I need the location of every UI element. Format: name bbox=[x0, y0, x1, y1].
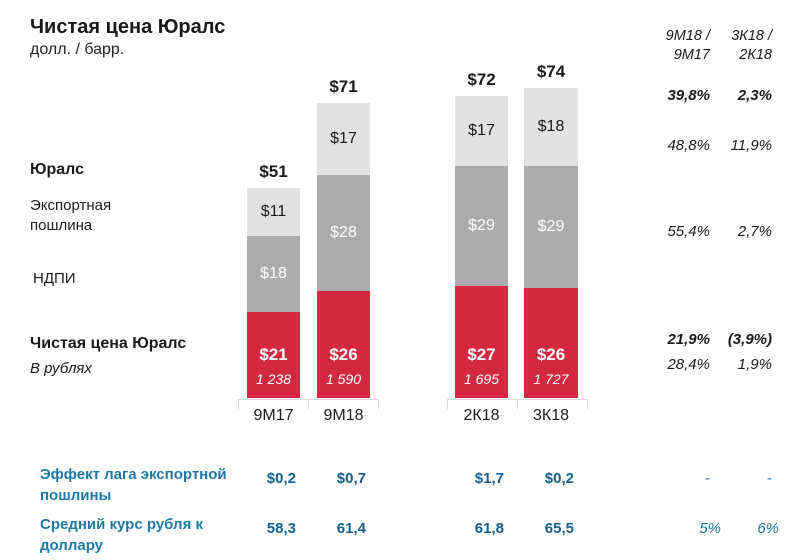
stacked-bar-2k18: $72 $17 $29 $27 1 695 bbox=[455, 70, 508, 398]
segment-value: $29 bbox=[468, 217, 495, 234]
bar-total-label: $71 bbox=[329, 77, 358, 96]
pct-urals-col1: 39,8% bbox=[667, 87, 710, 104]
fx-rate-3k18: 65,5 bbox=[544, 520, 574, 537]
duty-lag-9m17: $0,2 bbox=[266, 470, 296, 487]
segment-value: $28 bbox=[330, 224, 357, 241]
segment-net-price: $27 1 695 bbox=[455, 286, 508, 398]
category-axis-group1 bbox=[238, 399, 379, 409]
net-price-rub: 1 590 bbox=[325, 371, 362, 387]
pct-met-col2: 2,7% bbox=[737, 223, 772, 240]
legend-urals: Юралс bbox=[30, 161, 85, 178]
segment-value: $11 bbox=[260, 203, 287, 220]
segment-met: $18 bbox=[247, 236, 300, 312]
net-price-rub: 1 727 bbox=[533, 371, 569, 387]
segment-met: $28 bbox=[317, 175, 370, 291]
segment-met: $29 bbox=[455, 166, 508, 286]
duty-lag-cmp2: - bbox=[767, 470, 772, 487]
pct-duty-col2: 11,9% bbox=[730, 137, 772, 154]
comparison-col1-line1: 9М18 / bbox=[665, 28, 710, 44]
legend-export-duty: Экспортная пошлина bbox=[30, 197, 112, 234]
legend-net-price: Чистая цена Юралс bbox=[30, 335, 187, 352]
segment-export-duty: $11 bbox=[247, 188, 300, 236]
axis-tick bbox=[587, 400, 588, 409]
legend-net-price-rub: В рублях bbox=[30, 360, 92, 377]
stacked-bar-9m17: $51 $11 $18 $21 1 238 bbox=[247, 162, 300, 398]
bar-total-label: $51 bbox=[259, 162, 288, 181]
pct-duty-col1: 48,8% bbox=[667, 137, 710, 154]
pct-rub-col1: 28,4% bbox=[667, 356, 710, 373]
segment-met: $29 bbox=[524, 166, 578, 288]
duty-lag-9m18: $0,7 bbox=[336, 470, 366, 487]
segment-value: $18 bbox=[537, 118, 565, 135]
x-label-2k18: 2К18 bbox=[463, 407, 500, 424]
net-price-usd: $26 bbox=[329, 345, 358, 364]
duty-lag-2k18: $1,7 bbox=[474, 470, 504, 487]
comparison-col2-line2: 2К18 bbox=[739, 47, 772, 63]
pct-urals-col2: 2,3% bbox=[737, 87, 772, 104]
net-price-rub: 1 695 bbox=[463, 371, 500, 387]
net-price-usd: $27 bbox=[467, 345, 496, 364]
axis-tick bbox=[308, 400, 309, 409]
pct-met-col1: 55,4% bbox=[667, 223, 710, 240]
comparison-col1-header: 9М18 / 9М17 bbox=[666, 27, 710, 65]
chart-unit-label: долл. / барр. bbox=[30, 41, 125, 58]
fx-rate-9m17: 58,3 bbox=[266, 520, 296, 537]
page-title: Чистая цена Юралс bbox=[30, 16, 226, 38]
fx-rate-9m18: 61,4 bbox=[336, 520, 366, 537]
fx-rate-2k18: 61,8 bbox=[474, 520, 504, 537]
axis-tick bbox=[238, 400, 239, 409]
segment-export-duty: $17 bbox=[317, 103, 370, 175]
segment-value: $29 bbox=[537, 218, 565, 235]
segment-export-duty: $18 bbox=[524, 88, 578, 166]
axis-tick bbox=[517, 400, 518, 409]
footer-row-fx-rate-label: Средний курс рубля к доллару bbox=[40, 516, 204, 554]
x-label-3k18: 3К18 bbox=[532, 407, 569, 424]
segment-value: $17 bbox=[468, 122, 495, 139]
footer-row-duty-lag-label: Эффект лага экспортной пошлины bbox=[40, 466, 227, 504]
comparison-col2-line1: 3К18 / bbox=[731, 28, 772, 44]
segment-net-price: $26 1 727 bbox=[524, 288, 578, 398]
pct-netprice-col1: 21,9% bbox=[667, 331, 710, 348]
stacked-bar-3k18: $74 $18 $29 $26 1 727 bbox=[524, 62, 578, 398]
segment-export-duty: $17 bbox=[455, 96, 508, 166]
comparison-col2-header: 3К18 / 2К18 bbox=[731, 27, 772, 65]
net-price-usd: $21 bbox=[259, 345, 288, 364]
bar-total-label: $74 bbox=[536, 62, 566, 81]
x-label-9m17: 9М17 bbox=[253, 407, 294, 424]
duty-lag-cmp1: - bbox=[705, 470, 710, 487]
pct-rub-col2: 1,9% bbox=[737, 356, 772, 373]
net-price-usd: $26 bbox=[536, 345, 566, 364]
axis-tick bbox=[378, 400, 379, 409]
segment-net-price: $26 1 590 bbox=[317, 291, 370, 398]
duty-lag-3k18: $0,2 bbox=[544, 470, 574, 487]
fx-rate-cmp2: 6% bbox=[757, 520, 779, 537]
category-axis-group2 bbox=[447, 399, 588, 409]
net-price-rub: 1 238 bbox=[255, 371, 292, 387]
stacked-bar-9m18: $71 $17 $28 $26 1 590 bbox=[317, 77, 370, 398]
segment-net-price: $21 1 238 bbox=[247, 312, 300, 398]
fx-rate-cmp1: 5% bbox=[699, 520, 721, 537]
pct-netprice-col2: (3,9%) bbox=[727, 331, 772, 348]
legend-met: НДПИ bbox=[33, 270, 76, 287]
comparison-col1-line2: 9М17 bbox=[673, 47, 710, 63]
segment-value: $18 bbox=[260, 265, 287, 282]
bar-total-label: $72 bbox=[467, 70, 496, 89]
axis-tick bbox=[447, 400, 448, 409]
segment-value: $17 bbox=[330, 130, 357, 147]
x-label-9m18: 9М18 bbox=[323, 407, 364, 424]
